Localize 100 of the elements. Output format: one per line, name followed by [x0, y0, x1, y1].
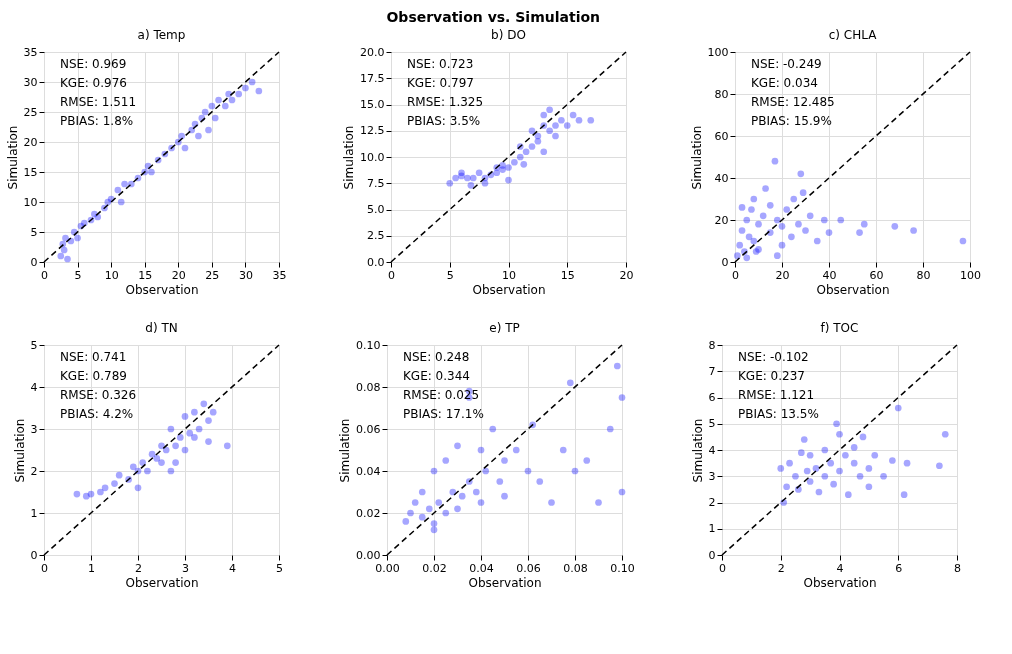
point	[493, 169, 501, 177]
annotation: RMSE: 0.326	[60, 388, 137, 402]
annotation: NSE: 0.741	[60, 350, 127, 364]
point	[859, 433, 867, 441]
y-tick-label: 0.0	[367, 255, 385, 269]
point	[205, 417, 212, 424]
point	[778, 241, 786, 249]
point	[812, 465, 820, 472]
point	[844, 491, 852, 498]
point	[242, 84, 249, 92]
y-tick-label: 7	[708, 364, 716, 378]
point	[228, 96, 236, 104]
point	[850, 459, 858, 467]
point	[101, 484, 109, 492]
point	[255, 87, 263, 95]
x-tick-label: 30	[238, 268, 253, 282]
x-tick-label: 20	[619, 268, 634, 282]
point	[114, 186, 122, 194]
y-tick-label: 5	[708, 417, 716, 431]
point	[618, 394, 626, 401]
point	[186, 429, 194, 437]
point	[903, 459, 911, 467]
point	[806, 478, 814, 485]
point	[472, 488, 480, 496]
annotation: PBIAS: 4.2%	[60, 407, 134, 421]
point	[512, 446, 520, 454]
point	[117, 198, 125, 206]
point	[446, 179, 454, 187]
annotation: RMSE: 1.121	[738, 388, 815, 402]
point	[773, 216, 781, 224]
chart-title: c) CHLA	[828, 28, 878, 42]
point	[144, 467, 151, 475]
x-axis-title: Observation	[125, 575, 199, 590]
point	[797, 449, 805, 456]
x-tick-label: 3	[182, 561, 189, 575]
y-tick-label: 0.10	[356, 338, 381, 352]
point	[536, 478, 544, 485]
point	[830, 480, 837, 488]
point	[546, 127, 553, 135]
point	[842, 451, 849, 459]
y-tick-label: 10.0	[360, 150, 385, 164]
y-axis-title: Simulation	[342, 125, 357, 190]
point	[837, 216, 845, 224]
y-tick-label: 0.08	[356, 380, 381, 394]
point	[248, 78, 256, 86]
point	[148, 168, 155, 176]
point	[790, 195, 798, 203]
point	[496, 478, 504, 485]
x-tick-label: 0	[41, 561, 48, 575]
x-axis-title: Observation	[816, 282, 890, 297]
point	[820, 216, 828, 224]
point	[435, 499, 443, 506]
point	[172, 442, 179, 450]
point	[860, 220, 868, 228]
point	[762, 185, 769, 192]
point	[546, 106, 553, 114]
point	[73, 490, 81, 498]
point	[528, 127, 536, 135]
x-tick-label: 0.08	[563, 561, 588, 575]
y-tick-label: 8	[708, 338, 716, 352]
annotation: PBIAS: 17.1%	[403, 407, 484, 421]
point	[618, 488, 626, 496]
x-tick-label: 0.02	[422, 561, 447, 575]
x-tick-label: 0	[41, 268, 48, 282]
y-tick-label: 0.06	[356, 422, 381, 436]
point	[442, 509, 450, 517]
x-tick-label: 6	[895, 561, 903, 575]
y-tick-label: 20	[23, 135, 38, 149]
point	[734, 252, 741, 260]
point	[900, 491, 908, 498]
point	[748, 206, 755, 213]
point	[777, 465, 785, 472]
point	[575, 116, 583, 124]
point	[111, 480, 118, 487]
point	[850, 444, 858, 451]
annotation: PBIAS: 13.5%	[738, 407, 819, 421]
point	[430, 467, 438, 475]
point	[191, 408, 198, 416]
y-tick-label: 40	[714, 171, 729, 185]
y-tick-label: 12.5	[360, 124, 385, 138]
point	[778, 222, 786, 230]
point	[430, 520, 438, 527]
point	[802, 227, 809, 234]
y-axis-title: Simulation	[5, 125, 20, 190]
point	[452, 174, 459, 182]
point	[797, 170, 805, 178]
point	[60, 246, 68, 254]
point	[162, 446, 170, 454]
point	[115, 471, 123, 479]
annotation: NSE: 0.248	[403, 350, 470, 364]
point	[566, 379, 574, 387]
point	[813, 237, 821, 245]
point	[891, 222, 899, 230]
point	[402, 518, 410, 525]
point	[94, 213, 102, 221]
point	[516, 153, 524, 161]
annotation: KGE: 0.976	[60, 76, 127, 90]
point	[201, 108, 209, 116]
point	[880, 472, 887, 480]
point	[786, 459, 793, 467]
